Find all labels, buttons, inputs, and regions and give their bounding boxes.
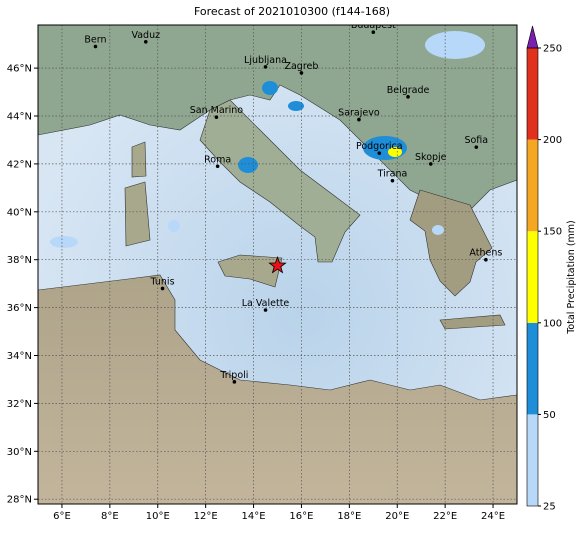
- colorbar-tick-label: 150: [543, 227, 562, 238]
- y-tick-label: 34°N: [7, 351, 32, 362]
- x-tick-label: 10°E: [146, 511, 170, 522]
- city-dot: [263, 308, 268, 312]
- city-label: Tirana: [377, 169, 408, 180]
- y-tick-label: 38°N: [7, 255, 32, 266]
- city-dot: [160, 286, 165, 291]
- city-dot: [299, 71, 304, 75]
- colorbar-segment: [527, 231, 538, 323]
- city-label: Sarajevo: [338, 108, 380, 119]
- land: [199, 99, 361, 263]
- precip-area: [238, 157, 258, 173]
- y-tick-label: 46°N: [7, 64, 32, 75]
- city-dot: [232, 380, 237, 384]
- city-label: La Valette: [242, 298, 290, 309]
- x-tick-label: 18°E: [337, 511, 361, 522]
- plot-frame: [37, 24, 518, 505]
- colorbar-segment: [527, 48, 538, 140]
- colorbar-segment: [527, 322, 538, 415]
- city-dot: [390, 178, 395, 183]
- y-tick-label: 40°N: [7, 207, 32, 218]
- city-dot: [484, 257, 488, 262]
- x-tick-label: 8°E: [101, 511, 119, 522]
- city-dot: [214, 115, 219, 120]
- colorbar-tick-label: 100: [543, 318, 562, 329]
- city-dot: [474, 145, 479, 149]
- city-label: Zagreb: [284, 61, 318, 72]
- colorbar-frame: [526, 47, 539, 507]
- colorbar-tick-label: 50: [543, 410, 556, 421]
- precip-area: [388, 147, 402, 157]
- city-dot: [406, 95, 410, 99]
- city-dot: [93, 44, 98, 49]
- city-label: Skopje: [415, 152, 447, 163]
- land: [131, 141, 147, 178]
- city-label: Podgorica: [356, 141, 403, 152]
- marker-star: [268, 256, 287, 274]
- precip-area: [425, 31, 485, 59]
- y-tick-label: 32°N: [7, 399, 32, 410]
- city-dot: [263, 65, 268, 69]
- colorbar-label: Total Precipitation (mm): [566, 220, 577, 335]
- city-label: Tunis: [150, 276, 175, 287]
- colorbar-segment: [527, 139, 538, 232]
- colorbar-tick-label: 25: [543, 502, 556, 513]
- x-tick-label: 12°E: [194, 511, 218, 522]
- city-label: Budapest: [351, 20, 396, 31]
- x-tick-label: 14°E: [242, 511, 266, 522]
- x-tick-label: 22°E: [433, 511, 457, 522]
- city-label: Vaduz: [131, 30, 160, 41]
- city-dot: [143, 39, 148, 44]
- y-tick-label: 28°N: [7, 495, 32, 506]
- x-tick-label: 24°E: [481, 511, 505, 522]
- land: [409, 189, 493, 297]
- city-label: Belgrade: [387, 85, 430, 96]
- land: [217, 254, 283, 288]
- land: [439, 314, 506, 330]
- colorbar-extend: [526, 25, 539, 49]
- x-tick-label: 20°E: [385, 511, 409, 522]
- precip-area: [168, 220, 180, 232]
- city-dot: [371, 30, 376, 34]
- x-tick-label: 6°E: [53, 511, 71, 522]
- y-tick-label: 36°N: [7, 303, 32, 314]
- y-tick-label: 30°N: [7, 447, 32, 458]
- y-tick-label: 42°N: [7, 159, 32, 170]
- precip-area: [262, 81, 278, 95]
- y-tick-label: 44°N: [7, 112, 32, 123]
- city-dot: [428, 162, 433, 166]
- city-label: Bern: [84, 35, 106, 46]
- city-label: San Marino: [190, 105, 243, 116]
- city-label: Athens: [469, 248, 502, 259]
- x-tick-label: 16°E: [289, 511, 313, 522]
- precip-areas: [50, 31, 485, 248]
- city-label: Tripoli: [219, 370, 248, 381]
- city-label: Sofia: [464, 135, 488, 146]
- city-dot: [215, 164, 220, 169]
- title: Forecast of 2021010300 (f144-168): [194, 5, 390, 18]
- colorbar-tick-label: 250: [543, 44, 562, 55]
- colorbar-tick-label: 200: [543, 135, 562, 146]
- city-dot: [377, 151, 382, 155]
- precip-area: [432, 225, 444, 235]
- land: [124, 181, 151, 247]
- city-label: Roma: [204, 154, 231, 165]
- city-label: Ljubljana: [244, 55, 287, 66]
- land: [38, 274, 517, 504]
- colorbar-segment: [527, 414, 538, 506]
- precip-area: [288, 101, 304, 111]
- city-dot: [357, 117, 361, 122]
- precip-area: [50, 236, 78, 248]
